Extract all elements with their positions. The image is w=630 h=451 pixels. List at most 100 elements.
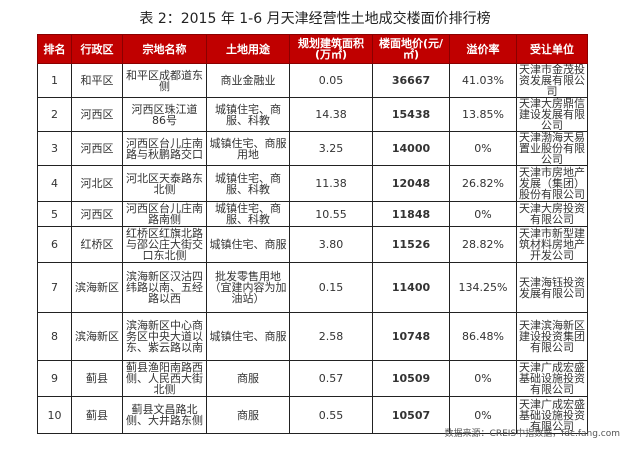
cell-area: 2.58 <box>289 312 373 361</box>
cell-land-use: 城镇住宅、商服 <box>206 226 290 263</box>
cell-rank: 1 <box>37 63 72 98</box>
cell-price: 10748 <box>372 312 450 361</box>
cell-buyer: 天津广成宏盛基础设施投资有限公司 <box>516 396 588 434</box>
cell-land-use: 商服 <box>206 396 290 434</box>
cell-premium: 0% <box>449 201 517 227</box>
cell-rank: 3 <box>37 131 72 166</box>
cell-parcel: 红桥区红旗北路与邵公庄大街交口东北侧 <box>122 226 207 263</box>
cell-district: 蓟县 <box>71 360 123 397</box>
header-land-use: 土地用途 <box>206 34 290 64</box>
table-row: 5 河西区 河西区台儿庄南路南侧 城镇住宅、商服、科教 10.55 11848 … <box>37 201 588 227</box>
table-title: 表 2：2015 年 1-6 月天津经营性土地成交楼面价排行榜 <box>139 11 491 27</box>
cell-premium: 13.85% <box>449 97 517 132</box>
table-row: 1 和平区 和平区成都道东侧 商业金融业 0.05 36667 41.03% 天… <box>37 63 588 98</box>
cell-land-use: 批发零售用地（宜建内容为加油站） <box>206 262 290 313</box>
table-row: 6 红桥区 红桥区红旗北路与邵公庄大街交口东北侧 城镇住宅、商服 3.80 11… <box>37 226 588 263</box>
cell-land-use: 城镇住宅、商服、科教 <box>206 201 290 227</box>
cell-buyer: 天津大房鼎信建设发展有限公司 <box>516 97 588 132</box>
cell-area: 0.05 <box>289 63 373 98</box>
cell-rank: 8 <box>37 312 72 361</box>
header-area: 规划建筑面积(万㎡) <box>289 34 373 64</box>
cell-rank: 10 <box>37 396 72 434</box>
cell-premium: 134.25% <box>449 262 517 313</box>
cell-price: 10507 <box>372 396 450 434</box>
cell-price: 10509 <box>372 360 450 397</box>
cell-land-use: 城镇住宅、商服、科教 <box>206 97 290 132</box>
cell-buyer: 天津市房地产发展（集团）股份有限公司 <box>516 165 588 202</box>
table-row: 7 滨海新区 滨海新区汉沽四纬路以南、五经路以西 批发零售用地（宜建内容为加油站… <box>37 262 588 313</box>
cell-land-use: 城镇住宅、商服 <box>206 312 290 361</box>
cell-parcel: 蓟县渔阳南路西侧、人民西大街北侧 <box>122 360 207 397</box>
cell-rank: 2 <box>37 97 72 132</box>
cell-rank: 7 <box>37 262 72 313</box>
cell-premium: 0% <box>449 360 517 397</box>
cell-parcel: 河西区台儿庄南路与秋鹏路交口 <box>122 131 207 166</box>
cell-buyer: 天津大房投资有限公司 <box>516 201 588 227</box>
cell-premium: 28.82% <box>449 226 517 263</box>
header-district: 行政区 <box>71 34 123 64</box>
header-parcel: 宗地名称 <box>122 34 207 64</box>
cell-parcel: 滨海新区汉沽四纬路以南、五经路以西 <box>122 262 207 313</box>
cell-district: 蓟县 <box>71 396 123 434</box>
cell-parcel: 蓟县文昌路北侧、大井路东侧 <box>122 396 207 434</box>
cell-premium: 41.03% <box>449 63 517 98</box>
cell-district: 和平区 <box>71 63 123 98</box>
cell-premium: 0% <box>449 131 517 166</box>
cell-premium: 26.82% <box>449 165 517 202</box>
table-row: 8 滨海新区 滨海新区中心商务区中央大道以东、紫云路以南 城镇住宅、商服 2.5… <box>37 312 588 361</box>
cell-premium: 86.48% <box>449 312 517 361</box>
cell-area: 0.55 <box>289 396 373 434</box>
cell-rank: 4 <box>37 165 72 202</box>
cell-district: 河西区 <box>71 201 123 227</box>
cell-price: 14000 <box>372 131 450 166</box>
land-price-ranking-table: 排名 行政区 宗地名称 土地用途 规划建筑面积(万㎡) 楼面地价(元/㎡) 溢价… <box>37 34 588 434</box>
cell-price: 36667 <box>372 63 450 98</box>
cell-parcel: 河北区天泰路东北侧 <box>122 165 207 202</box>
table-row: 4 河北区 河北区天泰路东北侧 城镇住宅、商服、科教 11.38 12048 2… <box>37 165 588 202</box>
cell-parcel: 滨海新区中心商务区中央大道以东、紫云路以南 <box>122 312 207 361</box>
cell-buyer: 天津渤海天易置业股份有限公司 <box>516 131 588 166</box>
cell-buyer: 天津广成宏盛基础设施投资有限公司 <box>516 360 588 397</box>
header-premium: 溢价率 <box>449 34 517 64</box>
cell-area: 14.38 <box>289 97 373 132</box>
cell-parcel: 和平区成都道东侧 <box>122 63 207 98</box>
cell-rank: 9 <box>37 360 72 397</box>
table-row: 9 蓟县 蓟县渔阳南路西侧、人民西大街北侧 商服 0.57 10509 0% 天… <box>37 360 588 397</box>
cell-district: 滨海新区 <box>71 262 123 313</box>
cell-land-use: 商服 <box>206 360 290 397</box>
cell-parcel: 河西区台儿庄南路南侧 <box>122 201 207 227</box>
cell-buyer: 天津市金茂投资发展有限公司 <box>516 63 588 98</box>
cell-buyer: 天津滨海新区建设投资集团有限公司 <box>516 312 588 361</box>
table-row: 10 蓟县 蓟县文昌路北侧、大井路东侧 商服 0.55 10507 0% 天津广… <box>37 396 588 434</box>
cell-price: 11400 <box>372 262 450 313</box>
cell-land-use: 商业金融业 <box>206 63 290 98</box>
cell-area: 10.55 <box>289 201 373 227</box>
header-buyer: 受让单位 <box>516 34 588 64</box>
data-source-note: 数据来源：CREIS中指数据，fdc.fang.com <box>444 429 620 439</box>
cell-area: 3.80 <box>289 226 373 263</box>
cell-district: 滨海新区 <box>71 312 123 361</box>
cell-parcel: 河西区珠江道86号 <box>122 97 207 132</box>
cell-rank: 6 <box>37 226 72 263</box>
header-rank: 排名 <box>37 34 72 64</box>
cell-price: 15438 <box>372 97 450 132</box>
cell-district: 河北区 <box>71 165 123 202</box>
cell-district: 河西区 <box>71 131 123 166</box>
header-price: 楼面地价(元/㎡) <box>372 34 450 64</box>
cell-area: 0.15 <box>289 262 373 313</box>
cell-buyer: 天津海钰投资发展有限公司 <box>516 262 588 313</box>
cell-land-use: 城镇住宅、商服、科教 <box>206 165 290 202</box>
cell-price: 12048 <box>372 165 450 202</box>
cell-area: 3.25 <box>289 131 373 166</box>
cell-price: 11848 <box>372 201 450 227</box>
cell-buyer: 天津市新型建筑材料房地产开发公司 <box>516 226 588 263</box>
table-row: 3 河西区 河西区台儿庄南路与秋鹏路交口 城镇住宅、商服用地 3.25 1400… <box>37 131 588 166</box>
cell-district: 河西区 <box>71 97 123 132</box>
cell-rank: 5 <box>37 201 72 227</box>
header-row: 排名 行政区 宗地名称 土地用途 规划建筑面积(万㎡) 楼面地价(元/㎡) 溢价… <box>37 34 588 64</box>
table-row: 2 河西区 河西区珠江道86号 城镇住宅、商服、科教 14.38 15438 1… <box>37 97 588 132</box>
cell-area: 0.57 <box>289 360 373 397</box>
cell-land-use: 城镇住宅、商服用地 <box>206 131 290 166</box>
cell-price: 11526 <box>372 226 450 263</box>
cell-area: 11.38 <box>289 165 373 202</box>
